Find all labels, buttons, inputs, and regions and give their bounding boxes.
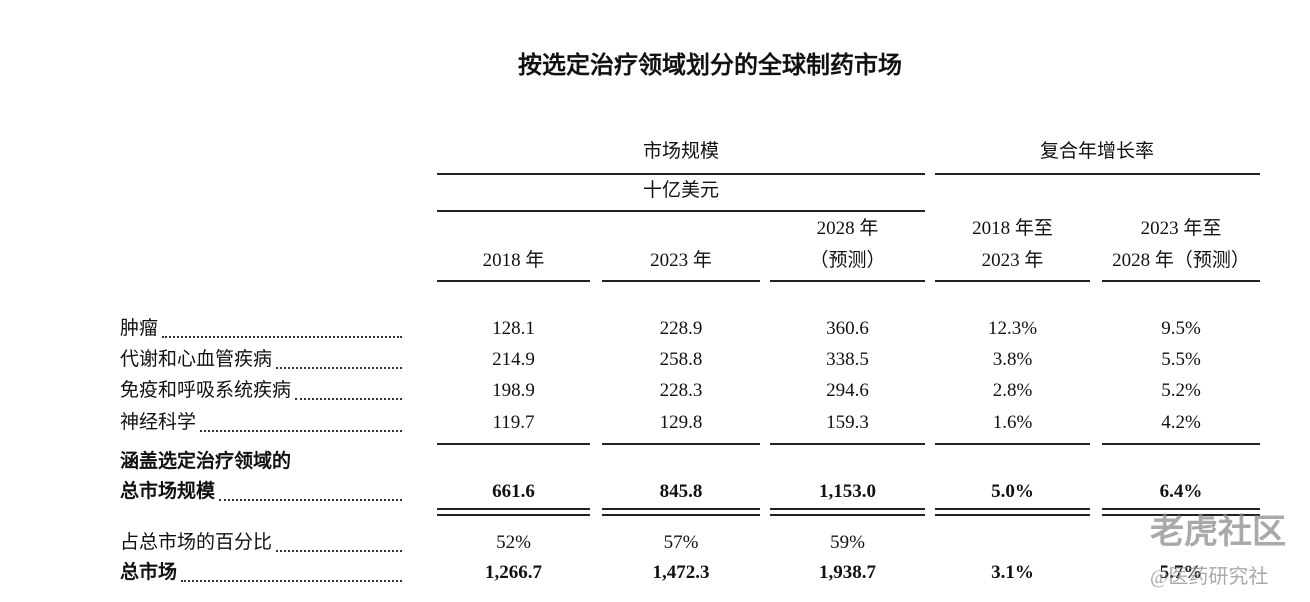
column-header: 2028 年（预测） (1112, 250, 1250, 271)
cell: 128.1 (492, 318, 535, 339)
cell: 1,472.3 (652, 562, 710, 583)
cell: 1,938.7 (819, 562, 876, 583)
cell: 57% (663, 532, 699, 553)
leader-dots (181, 580, 402, 582)
row-label: 总市场 (120, 562, 178, 583)
cell: 258.8 (659, 349, 703, 370)
cell: 129.8 (659, 412, 703, 433)
cell: 3.1% (991, 562, 1034, 583)
rule (1102, 514, 1260, 516)
column-header: 2028 年 (816, 218, 879, 239)
rule (437, 173, 925, 175)
rule (770, 514, 925, 516)
cell: 1,153.0 (819, 481, 876, 502)
leader-dots (276, 550, 402, 552)
rule (770, 280, 925, 282)
cell: 119.7 (492, 412, 535, 433)
rule (770, 508, 925, 510)
rule (437, 443, 590, 445)
unit-header: 十亿美元 (642, 180, 720, 201)
cell: 228.9 (659, 318, 703, 339)
rule (770, 443, 925, 445)
cell: 59% (830, 532, 865, 553)
cell: 5.0% (991, 481, 1034, 502)
row-label: 肿瘤 (120, 318, 159, 339)
rule (437, 514, 590, 516)
rule (935, 443, 1090, 445)
cell: 159.3 (826, 412, 869, 433)
rule (602, 280, 760, 282)
cell: 360.6 (826, 318, 869, 339)
cell: 661.6 (492, 481, 535, 502)
leader-dots (219, 499, 402, 501)
cell: 5.2% (1161, 380, 1201, 401)
column-header: 2023 年 (981, 250, 1044, 271)
column-header: 2023 年至 (1140, 218, 1222, 239)
cell: 338.5 (826, 349, 869, 370)
row-label: 涵盖选定治疗领域的 (120, 451, 292, 472)
cell: 198.9 (492, 380, 535, 401)
row-label: 免疫和呼吸系统疾病 (120, 380, 292, 401)
rule (602, 514, 760, 516)
leader-dots (276, 367, 402, 369)
rule (1102, 280, 1260, 282)
cell: 4.2% (1161, 412, 1201, 433)
watermark: 老虎社区 (1150, 514, 1286, 551)
row-label: 总市场规模 (120, 481, 216, 502)
cell: 214.9 (492, 349, 535, 370)
column-header: 2018 年 (482, 250, 545, 271)
cell: 1,266.7 (485, 562, 542, 583)
rule (437, 280, 590, 282)
group-header: 市场规模 (642, 141, 720, 162)
rule (935, 508, 1090, 510)
cell: 294.6 (826, 380, 869, 401)
column-header: 2018 年至 (972, 218, 1053, 239)
rule (935, 280, 1090, 282)
row-label: 神经科学 (120, 412, 197, 433)
cell: 5.5% (1161, 349, 1201, 370)
cell: 52% (496, 532, 531, 553)
cell: 12.3% (987, 318, 1038, 339)
rule (602, 443, 760, 445)
rule (437, 508, 590, 510)
title: 按选定治疗领域划分的全球制药市场 (518, 53, 902, 79)
column-header: （预测） (809, 250, 886, 271)
cell: 3.8% (992, 349, 1033, 370)
cell: 228.3 (659, 380, 703, 401)
rule (1102, 443, 1260, 445)
rule (935, 173, 1260, 175)
rule (437, 210, 925, 212)
rule (1102, 508, 1260, 510)
leader-dots (162, 336, 402, 338)
group-header: 复合年增长率 (1039, 141, 1155, 162)
cell: 6.4% (1159, 481, 1203, 502)
cell: 2.8% (992, 380, 1033, 401)
leader-dots (295, 398, 402, 400)
cell: 5.7% (1159, 562, 1203, 583)
rule (935, 514, 1090, 516)
column-header: 2023 年 (650, 250, 712, 271)
row-label: 占总市场的百分比 (120, 532, 273, 553)
cell: 9.5% (1161, 318, 1201, 339)
watermark: @医药研究社 (1150, 566, 1269, 588)
row-label: 代谢和心血管疾病 (120, 349, 273, 370)
leader-dots (200, 430, 402, 432)
cell: 845.8 (659, 481, 703, 502)
rule (602, 508, 760, 510)
cell: 1.6% (992, 412, 1033, 433)
